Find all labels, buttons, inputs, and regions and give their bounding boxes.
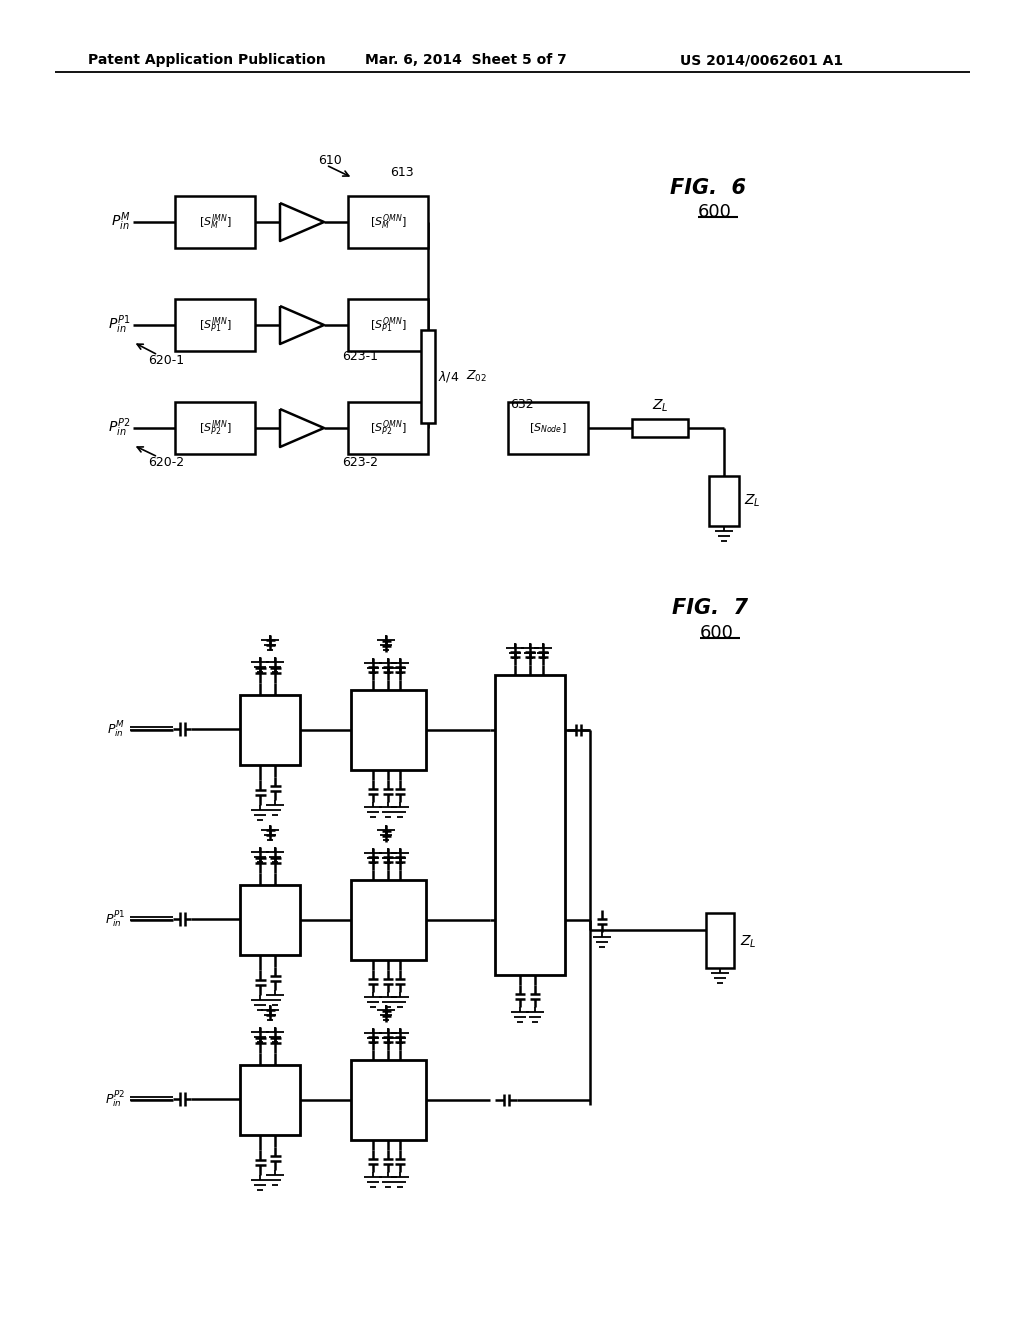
Text: 623-1: 623-1 <box>342 351 378 363</box>
Text: $[S_{Node}]$: $[S_{Node}]$ <box>529 421 566 434</box>
Text: $P_{in}^{P1}$: $P_{in}^{P1}$ <box>104 909 125 931</box>
Text: 623-2: 623-2 <box>342 457 378 470</box>
Text: 610: 610 <box>318 153 342 166</box>
Text: 600: 600 <box>698 203 732 220</box>
Text: $P_{in}^{P2}$: $P_{in}^{P2}$ <box>104 1090 125 1110</box>
Text: FIG.  7: FIG. 7 <box>672 598 748 618</box>
Bar <box>240 696 300 766</box>
Bar <box>706 912 734 968</box>
Bar <box>350 880 426 960</box>
Text: $[S_M^{OMN}]$: $[S_M^{OMN}]$ <box>370 213 407 232</box>
Bar <box>350 1060 426 1140</box>
Polygon shape <box>280 306 324 345</box>
Text: $P_{in}^{P1}$: $P_{in}^{P1}$ <box>108 314 130 337</box>
Bar <box>240 884 300 954</box>
Text: $[S_{P1}^{OMN}]$: $[S_{P1}^{OMN}]$ <box>370 315 407 335</box>
Text: $P_{in}^{P2}$: $P_{in}^{P2}$ <box>108 417 130 440</box>
Text: Mar. 6, 2014  Sheet 5 of 7: Mar. 6, 2014 Sheet 5 of 7 <box>365 53 566 67</box>
Polygon shape <box>280 203 324 242</box>
Text: $Z_L$: $Z_L$ <box>651 397 669 414</box>
Text: 632: 632 <box>510 397 534 411</box>
Text: $P_{in}^{M}$: $P_{in}^{M}$ <box>108 719 125 741</box>
Text: 620-2: 620-2 <box>148 455 184 469</box>
Text: $[S_{P2}^{IMN}]$: $[S_{P2}^{IMN}]$ <box>199 418 231 438</box>
Bar <box>348 300 428 351</box>
Bar <box>709 477 739 525</box>
Text: $Z_L$: $Z_L$ <box>744 492 761 510</box>
Bar <box>348 195 428 248</box>
Bar <box>421 330 435 422</box>
Bar <box>175 300 255 351</box>
Text: $Z_{02}$: $Z_{02}$ <box>466 370 487 384</box>
Bar <box>175 403 255 454</box>
Text: 613: 613 <box>390 165 414 178</box>
Text: US 2014/0062601 A1: US 2014/0062601 A1 <box>680 53 843 67</box>
Text: Patent Application Publication: Patent Application Publication <box>88 53 326 67</box>
Bar <box>175 195 255 248</box>
Text: FIG.  6: FIG. 6 <box>670 178 746 198</box>
Bar <box>348 403 428 454</box>
Text: $[S_{P2}^{OMN}]$: $[S_{P2}^{OMN}]$ <box>370 418 407 438</box>
Text: $Z_L$: $Z_L$ <box>740 933 757 950</box>
Text: $[S_M^{IMN}]$: $[S_M^{IMN}]$ <box>199 213 231 232</box>
Text: 600: 600 <box>700 624 734 642</box>
Bar <box>350 690 426 770</box>
Text: $\lambda/4$: $\lambda/4$ <box>438 370 460 384</box>
Text: 620-1: 620-1 <box>148 354 184 367</box>
Bar <box>508 403 588 454</box>
Bar <box>632 418 688 437</box>
Polygon shape <box>280 409 324 447</box>
Bar <box>240 1065 300 1135</box>
Text: $[S_{P1}^{IMN}]$: $[S_{P1}^{IMN}]$ <box>199 315 231 335</box>
Text: $P_{in}^{M}$: $P_{in}^{M}$ <box>111 211 130 234</box>
Bar <box>495 675 565 975</box>
